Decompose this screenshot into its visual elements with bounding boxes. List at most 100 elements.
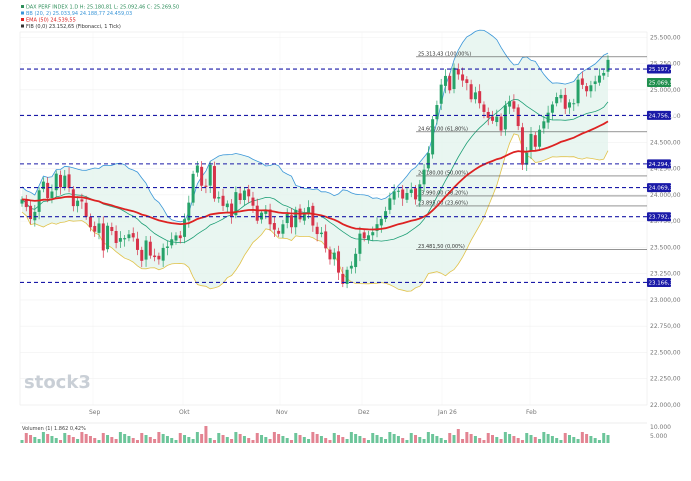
volume-bar xyxy=(46,434,50,443)
volume-bar xyxy=(512,436,516,443)
volume-bar xyxy=(84,434,88,443)
candle-body xyxy=(525,152,529,165)
candle-body xyxy=(375,224,379,231)
volume-bar xyxy=(200,434,204,443)
volume-bar xyxy=(491,435,495,443)
legend-swatch xyxy=(21,24,24,28)
candle-body xyxy=(144,240,148,260)
candle-body xyxy=(426,153,430,169)
volume-bar xyxy=(106,435,110,443)
level-badge xyxy=(647,277,671,287)
candle-body xyxy=(354,253,358,268)
volume-bar xyxy=(41,432,45,443)
candle-body xyxy=(379,218,383,226)
candle-body xyxy=(388,198,392,210)
volume-bar xyxy=(311,432,315,443)
candle-body xyxy=(178,235,182,239)
candle-body xyxy=(366,235,370,240)
candle-body xyxy=(576,79,580,104)
candle-body xyxy=(435,105,439,120)
volume-bar xyxy=(379,437,383,443)
volume-bar xyxy=(131,438,135,443)
volume-bar xyxy=(161,434,165,443)
y-tick-label: 25.250,00 xyxy=(650,61,681,68)
bollinger-band-fill xyxy=(22,30,608,292)
volume-bar xyxy=(204,426,208,443)
level-label: 24.069,30 xyxy=(649,186,677,192)
legend-entry: DAX PERF INDEX 1.D H: 25.180,81 L: 25.09… xyxy=(26,5,179,11)
volume-bar xyxy=(341,437,345,443)
candle-body xyxy=(54,173,58,191)
volume-bar xyxy=(503,432,507,443)
candle-body xyxy=(414,188,418,200)
volume-bar xyxy=(520,440,524,443)
stock3-watermark: stock3 xyxy=(24,372,91,393)
bollinger-upper-line xyxy=(21,29,609,223)
candle-body xyxy=(516,107,520,127)
candle-body xyxy=(349,265,353,269)
candle-body xyxy=(572,103,576,105)
candle-body xyxy=(341,273,345,284)
volume-bar xyxy=(251,440,255,443)
volume-bar xyxy=(499,439,503,443)
candle-body xyxy=(251,197,255,206)
candle-body xyxy=(473,92,477,100)
volume-bar xyxy=(576,439,580,443)
candle-body xyxy=(238,193,242,201)
candle-body xyxy=(491,116,495,121)
candle-body xyxy=(568,102,572,108)
volume-bar xyxy=(302,437,306,443)
y-tick-label: 25.000,00 xyxy=(650,87,681,94)
legend-swatch xyxy=(21,5,24,8)
volume-bar xyxy=(212,440,216,443)
volume-bar xyxy=(170,438,174,443)
candle-body xyxy=(106,225,110,250)
volume-bar xyxy=(178,433,182,443)
fib-label: 23.990,00 (38,20%) xyxy=(418,190,468,196)
volume-bar xyxy=(469,434,473,443)
candle-body xyxy=(371,232,375,236)
volume-bar xyxy=(550,436,554,443)
volume-bar xyxy=(431,434,435,443)
volume-bar xyxy=(401,438,405,443)
volume-bar xyxy=(563,433,567,443)
volume-bar xyxy=(144,435,148,443)
volume-bar xyxy=(486,433,490,443)
fib-label: 24.600,00 (61,80%) xyxy=(418,126,468,132)
volume-bar xyxy=(24,433,28,443)
candle-body xyxy=(255,205,259,221)
candle-body xyxy=(542,121,546,129)
candle-body xyxy=(520,127,524,165)
volume-bar xyxy=(153,439,157,443)
candle-body xyxy=(495,116,499,123)
volume-bar xyxy=(37,439,41,443)
volume-bar xyxy=(538,439,542,443)
volume-bar xyxy=(272,432,276,443)
volume-bar xyxy=(568,435,572,443)
volume-bar xyxy=(422,439,426,443)
candle-body xyxy=(358,233,362,254)
candle-body xyxy=(294,209,298,228)
candle-body xyxy=(165,246,169,248)
volume-bar xyxy=(127,436,131,443)
candle-body xyxy=(63,175,67,188)
volume-bar xyxy=(298,435,302,443)
x-tick-label: Feb xyxy=(526,409,537,416)
volume-bar xyxy=(495,437,499,443)
candle-body xyxy=(127,234,131,239)
candle-body xyxy=(195,165,199,173)
fib-label: 25.313,43 (100,00%) xyxy=(418,51,471,57)
volume-bar xyxy=(597,440,601,443)
x-tick-label: Jan 26 xyxy=(437,409,457,416)
volume-bar xyxy=(362,438,366,443)
volume-bar xyxy=(508,434,512,443)
fib-label: 23.481,50 (0,00%) xyxy=(418,244,465,250)
volume-bar xyxy=(58,440,62,443)
candle-body xyxy=(58,174,62,188)
candle-body xyxy=(281,224,285,234)
candle-body xyxy=(187,202,191,221)
volume-bar xyxy=(29,435,33,443)
candle-body xyxy=(461,74,465,81)
level-label: 25.197,40 xyxy=(649,67,677,73)
volume-bar xyxy=(187,437,191,443)
